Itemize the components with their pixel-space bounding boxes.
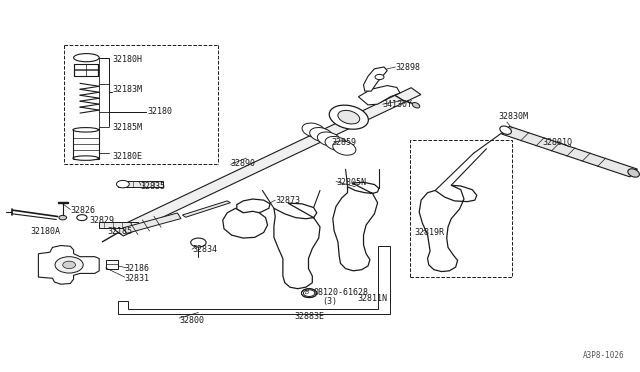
Circle shape (77, 215, 87, 221)
Polygon shape (419, 185, 477, 272)
Ellipse shape (74, 54, 99, 62)
Text: 32829: 32829 (90, 216, 115, 225)
Text: (3): (3) (322, 297, 337, 306)
Polygon shape (333, 182, 379, 271)
Ellipse shape (73, 128, 99, 132)
Text: 08120-61628: 08120-61628 (314, 288, 369, 296)
Circle shape (301, 289, 317, 298)
Polygon shape (274, 203, 320, 289)
Ellipse shape (317, 132, 340, 146)
Text: 34130Y: 34130Y (383, 100, 413, 109)
Bar (74, 64, 98, 76)
Text: 32826: 32826 (70, 206, 95, 215)
Text: 32800: 32800 (179, 316, 204, 325)
Ellipse shape (325, 137, 348, 151)
Bar (118, 181, 163, 187)
Polygon shape (358, 86, 400, 105)
Text: 32186: 32186 (125, 264, 150, 273)
Polygon shape (182, 201, 230, 217)
Polygon shape (123, 213, 181, 233)
Bar (106, 260, 118, 269)
Ellipse shape (628, 169, 639, 177)
Bar (73, 129, 99, 159)
Text: 32873: 32873 (275, 196, 300, 205)
Polygon shape (223, 208, 268, 238)
Text: 32185: 32185 (108, 227, 132, 236)
Ellipse shape (302, 123, 325, 137)
Ellipse shape (329, 105, 369, 129)
Text: 32185M: 32185M (112, 123, 142, 132)
Text: 32831: 32831 (125, 274, 150, 283)
Text: 32180E: 32180E (112, 152, 142, 161)
Bar (99, 222, 138, 228)
Text: 32811N: 32811N (357, 294, 387, 303)
Polygon shape (502, 126, 637, 177)
Circle shape (116, 180, 129, 188)
Circle shape (63, 261, 76, 269)
Ellipse shape (338, 110, 360, 124)
Text: 32801Q: 32801Q (543, 138, 573, 147)
Text: 32883E: 32883E (294, 312, 324, 321)
Circle shape (375, 74, 384, 80)
Text: 32183M: 32183M (112, 85, 142, 94)
Text: 32830M: 32830M (498, 112, 528, 121)
Text: 32890: 32890 (230, 159, 255, 168)
Polygon shape (113, 88, 421, 236)
Text: 32180: 32180 (147, 107, 172, 116)
Text: 32180A: 32180A (31, 227, 61, 236)
Text: 32819R: 32819R (415, 228, 445, 237)
Text: A3P8-1026: A3P8-1026 (582, 351, 624, 360)
Circle shape (303, 290, 315, 296)
Circle shape (191, 238, 206, 247)
Text: 32898: 32898 (396, 63, 420, 72)
Text: 32835: 32835 (141, 182, 166, 190)
Ellipse shape (310, 128, 333, 142)
Text: 32859: 32859 (332, 138, 356, 147)
Text: 32834: 32834 (192, 246, 217, 254)
Text: 32805N: 32805N (336, 178, 366, 187)
Circle shape (59, 215, 67, 220)
Circle shape (55, 257, 83, 273)
Polygon shape (38, 246, 99, 284)
Ellipse shape (333, 141, 356, 155)
Text: B: B (305, 290, 309, 295)
Bar (410, 140, 512, 277)
Ellipse shape (500, 126, 511, 134)
Text: 32180H: 32180H (112, 55, 142, 64)
Polygon shape (364, 67, 387, 91)
Ellipse shape (412, 103, 420, 108)
Ellipse shape (73, 156, 99, 160)
Polygon shape (237, 199, 270, 214)
